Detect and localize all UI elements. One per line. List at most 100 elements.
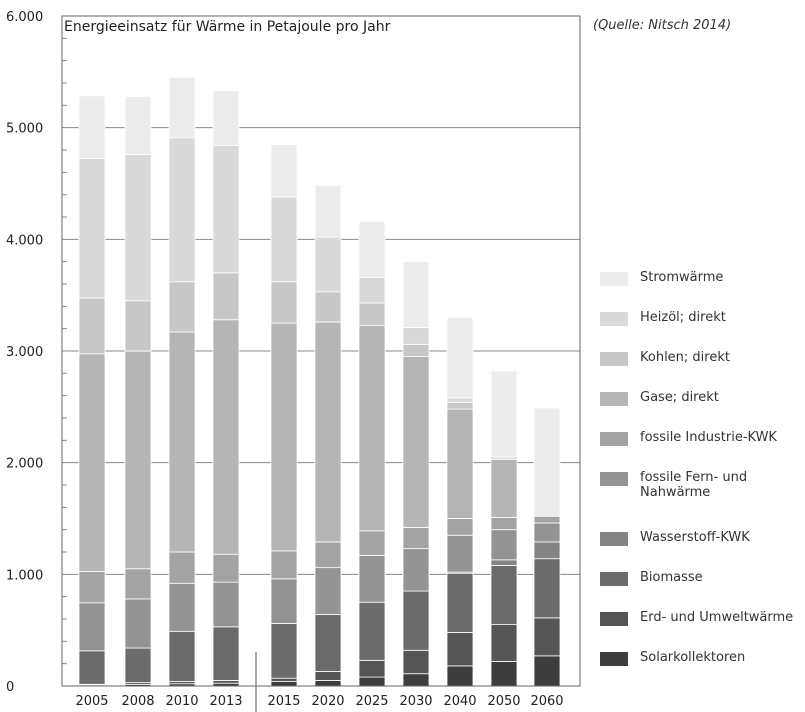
legend-label: fossile Industrie-KWK (640, 430, 777, 445)
bar-segment (533, 558, 561, 619)
bar-segment (212, 145, 240, 274)
x-tick-label: 2008 (121, 694, 154, 709)
bar-segment (446, 401, 474, 410)
legend-swatch (600, 392, 628, 406)
legend-swatch (600, 352, 628, 366)
legend-swatch (600, 612, 628, 626)
bar-segment (314, 185, 342, 238)
x-tick-label: 2025 (355, 694, 388, 709)
chart-title: Energieeinsatz für Wärme in Petajoule pr… (64, 19, 391, 35)
legend-item: Erd- und Umweltwärme (600, 610, 805, 640)
legend-item: Wasserstoff-KWK (600, 530, 805, 560)
legend-swatch (600, 432, 628, 446)
y-tick-label: 2.000 (6, 457, 43, 472)
bar-segment (78, 571, 106, 604)
tick-labels: 0 1.000 2.000 3.000 4.000 5.000 6.000 2005 2008 2… (6, 10, 564, 709)
legend-swatch (600, 532, 628, 546)
legend-item: Biomasse (600, 570, 805, 600)
legend-item: Solarkollektoren (600, 650, 805, 680)
legend-item: fossile Fern- und Nahwärme (600, 470, 805, 500)
bar-segment (270, 281, 298, 324)
bar-segment (446, 408, 474, 519)
legend-swatch (600, 312, 628, 326)
bar-segment (358, 601, 386, 661)
legend-item: Gase; direkt (600, 390, 805, 420)
x-tick-label: 2020 (311, 694, 344, 709)
bar-segment (446, 397, 474, 403)
legend-item: Stromwärme (600, 270, 805, 300)
bar-segment (402, 343, 430, 357)
bar-segment (533, 515, 561, 524)
bar-segment (358, 276, 386, 304)
bar-segment (270, 623, 298, 679)
x-tick-label: 2010 (165, 694, 198, 709)
bar-segment (533, 522, 561, 543)
legend-item: fossile Industrie-KWK (600, 430, 805, 460)
bar-segment (270, 578, 298, 624)
y-tick-label: 0 (6, 680, 14, 695)
bar-segment (314, 614, 342, 672)
bar-segment (446, 665, 474, 687)
bar-segment (314, 671, 342, 681)
x-tick-label: 2040 (443, 694, 476, 709)
bar-segment (78, 157, 106, 299)
bar-segment (168, 281, 196, 333)
legend-label: Solarkollektoren (640, 650, 746, 665)
y-tick-label: 3.000 (6, 345, 43, 360)
legend-label: Gase; direkt (640, 390, 719, 405)
legend-label: Biomasse (640, 570, 703, 585)
bar-segment (270, 196, 298, 283)
bar-segment (270, 677, 298, 682)
bar-segment (78, 353, 106, 572)
bars-layer (78, 77, 561, 687)
bar-segment (168, 331, 196, 553)
legend-swatch (600, 572, 628, 586)
bar-segment (314, 680, 342, 687)
legend-label: Stromwärme (640, 270, 724, 285)
bar-segment (270, 322, 298, 552)
bar-segment (212, 680, 240, 684)
legend-swatch (600, 652, 628, 666)
bar-segment (212, 581, 240, 628)
bar-segment (533, 617, 561, 657)
bar-segment (270, 144, 298, 198)
bar-segment (212, 553, 240, 583)
legend-swatch (600, 472, 628, 486)
plot-frame (61, 15, 581, 712)
y-tick-label: 6.000 (6, 10, 43, 25)
bar-segment (124, 568, 152, 600)
legend-label: Kohlen; direkt (640, 350, 730, 365)
bar-segment (314, 236, 342, 293)
bar-segment (168, 77, 196, 139)
bar-segment (490, 516, 518, 531)
bar-segment (168, 582, 196, 632)
x-tick-label: 2013 (209, 694, 242, 709)
bar-segment (402, 590, 430, 651)
bar-segment (358, 676, 386, 687)
bar-segment (490, 559, 518, 566)
bar-segment (490, 458, 518, 518)
bar-segment (490, 661, 518, 687)
bar-segment (270, 550, 298, 580)
legend-label: Heizöl; direkt (640, 310, 726, 325)
bar-segment (358, 324, 386, 532)
bar-segment (124, 598, 152, 649)
plot-border (61, 15, 581, 687)
bar-segment (124, 350, 152, 570)
bar-segment (78, 95, 106, 159)
bar-segment (212, 272, 240, 321)
bar-segment (314, 567, 342, 615)
bar-segment (78, 297, 106, 355)
bar-segment (314, 321, 342, 543)
bar-segment (314, 541, 342, 569)
bar-segment (358, 554, 386, 603)
bar-segment (446, 572, 474, 633)
bar-segment (168, 630, 196, 682)
y-tick-label: 1.000 (6, 568, 43, 583)
legend-label: Wasserstoff-KWK (640, 530, 750, 545)
bar-segment (314, 291, 342, 323)
bar-segment (490, 370, 518, 458)
bar-segment (78, 602, 106, 652)
bar-segment (490, 529, 518, 561)
